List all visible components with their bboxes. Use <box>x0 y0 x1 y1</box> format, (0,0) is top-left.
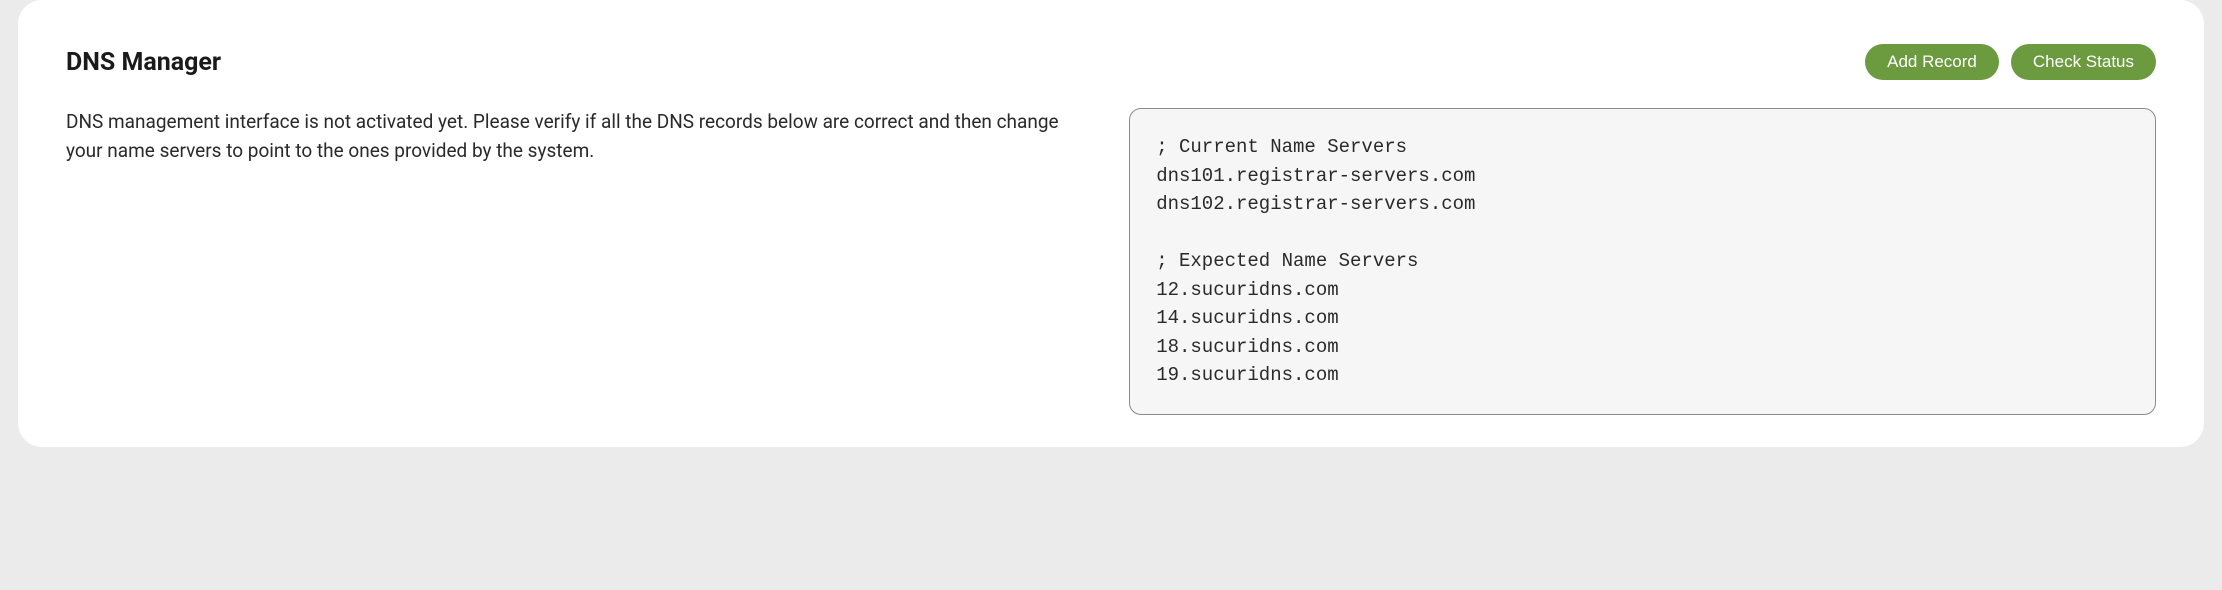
dns-manager-card: DNS Manager Add Record Check Status DNS … <box>18 0 2204 447</box>
name-servers-code-block: ; Current Name Servers dns101.registrar-… <box>1129 108 2156 415</box>
check-status-button[interactable]: Check Status <box>2011 44 2156 80</box>
description-text: DNS management interface is not activate… <box>66 108 1069 165</box>
page-title: DNS Manager <box>66 48 221 77</box>
add-record-button[interactable]: Add Record <box>1865 44 1999 80</box>
header-row: DNS Manager Add Record Check Status <box>66 44 2156 80</box>
content-row: DNS management interface is not activate… <box>66 108 2156 415</box>
button-group: Add Record Check Status <box>1865 44 2156 80</box>
